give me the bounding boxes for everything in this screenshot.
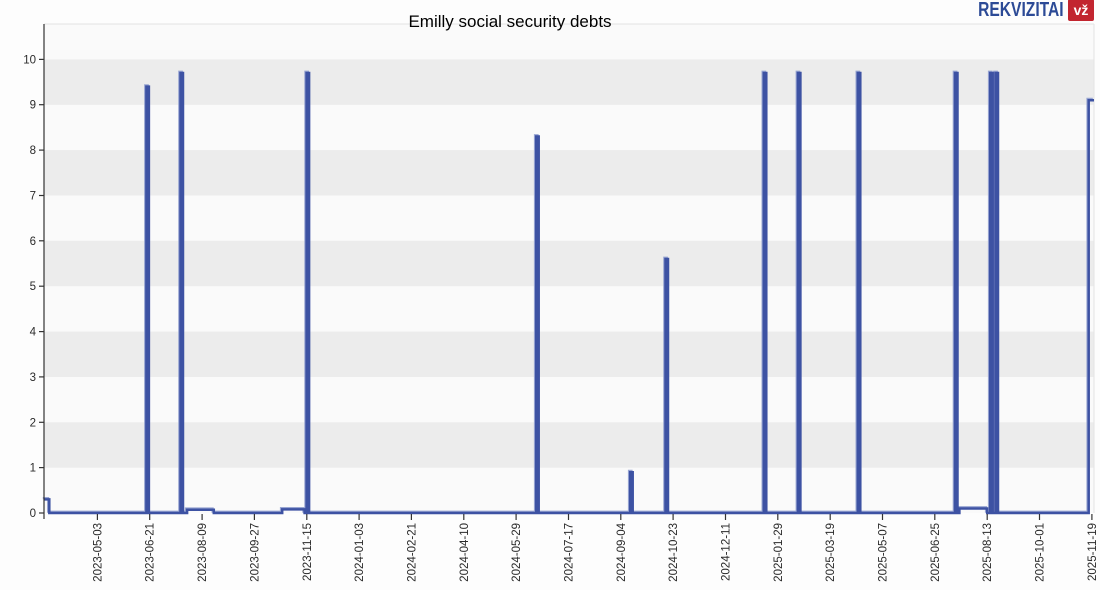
- x-tick-label: 2024-05-29: [511, 523, 523, 582]
- y-tick-label: 9: [30, 100, 36, 112]
- x-tick-label: 2024-09-04: [616, 522, 628, 581]
- y-tick-label: 2: [30, 417, 36, 429]
- logo-brand-text: REKVIZITAI: [978, 0, 1064, 21]
- x-tick-label: 2023-06-21: [145, 523, 157, 582]
- series-line: [44, 71, 1094, 515]
- y-tick-label: 10: [23, 54, 36, 66]
- x-tick-label: 2025-05-07: [878, 523, 890, 582]
- x-tick-label: 2023-11-15: [302, 523, 314, 581]
- grid-band: [44, 331, 1094, 377]
- y-tick-label: 6: [30, 236, 36, 248]
- x-tick-label: 2025-06-25: [930, 523, 942, 582]
- x-tick-label: 2024-04-10: [459, 523, 471, 582]
- x-tick-label: 2025-03-19: [825, 523, 837, 582]
- x-tick-label: 2023-09-27: [249, 523, 261, 582]
- y-tick-label: 3: [30, 372, 36, 384]
- x-tick-label: 2025-11-19: [1087, 523, 1099, 581]
- x-tick-label: 2025-08-13: [982, 523, 994, 582]
- x-tick-label: 2024-02-21: [406, 523, 418, 582]
- y-tick-label: 0: [30, 508, 36, 520]
- grid-band: [44, 240, 1094, 287]
- y-tick-label: 1: [30, 463, 36, 475]
- y-tick-label: 7: [30, 191, 36, 203]
- rekvizitai-logo[interactable]: REKVIZITAI vž: [954, 0, 1094, 22]
- x-tick-label: 2024-07-17: [564, 523, 576, 582]
- logo-vz-badge: vž: [1068, 0, 1094, 21]
- grid-band: [44, 150, 1094, 196]
- grid-band: [44, 59, 1094, 105]
- x-tick-label: 2024-10-23: [668, 523, 680, 582]
- x-tick-label: 2024-01-03: [354, 523, 366, 582]
- chart-title: Emilly social security debts: [408, 12, 612, 31]
- y-tick-label: 8: [30, 145, 36, 157]
- y-tick-label: 5: [30, 281, 36, 293]
- x-tick-label: 2023-05-03: [92, 523, 104, 582]
- y-tick-label: 4: [30, 327, 37, 339]
- x-tick-label: 2025-10-01: [1035, 523, 1047, 582]
- x-tick-label: 2024-12-11: [721, 523, 733, 581]
- x-tick-label: 2023-08-09: [197, 523, 209, 582]
- grid-band: [44, 422, 1094, 468]
- x-tick-label: 2025-01-29: [773, 523, 785, 582]
